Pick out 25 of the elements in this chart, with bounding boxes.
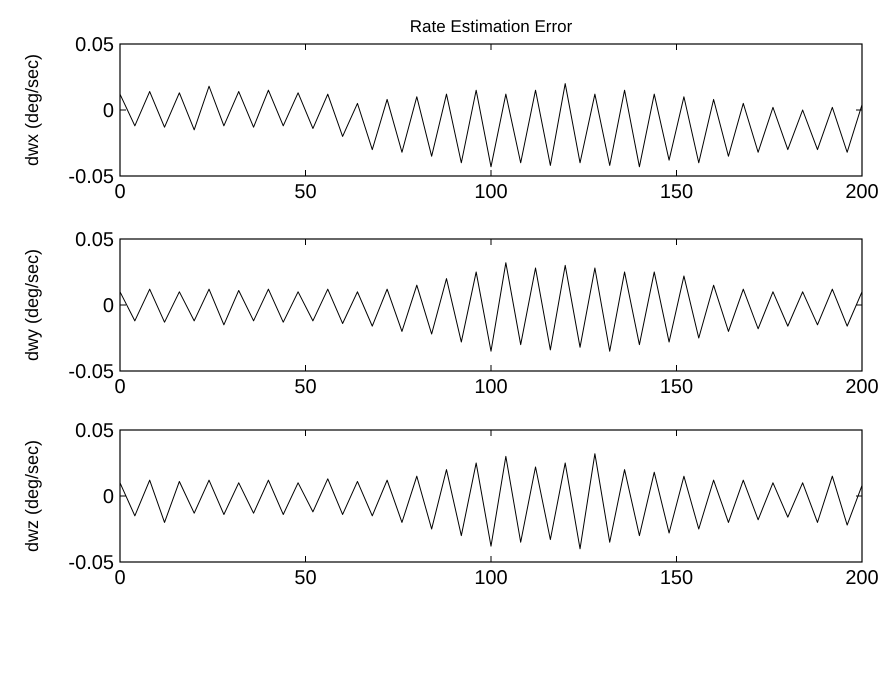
x-tick-label: 100 — [474, 181, 508, 203]
y-axis-title: dwy (deg/sec) — [22, 248, 42, 362]
y-tick-label: -0.05 — [68, 552, 114, 574]
x-tick-label: 100 — [474, 567, 508, 589]
y-tick-label: -0.05 — [68, 166, 114, 188]
chart-title: Rate Estimation Error — [410, 17, 573, 36]
x-tick-label: 50 — [294, 181, 317, 203]
x-tick-label: 150 — [660, 181, 694, 203]
x-tick-label: 200 — [845, 376, 879, 398]
y-axis-title: dwz (deg/sec) — [22, 440, 42, 552]
y-tick-label: 0.05 — [75, 229, 114, 251]
x-tick-label: 200 — [845, 181, 879, 203]
x-tick-label: 100 — [474, 376, 508, 398]
y-tick-label: 0 — [102, 486, 114, 508]
y-tick-label: 0 — [102, 295, 114, 317]
y-tick-label: 0.05 — [75, 34, 114, 56]
x-tick-label: 150 — [660, 567, 694, 589]
x-tick-label: 50 — [294, 567, 317, 589]
y-tick-label: 0 — [102, 100, 114, 122]
y-axis-title: dwx (deg/sec) — [22, 54, 42, 166]
x-tick-label: 200 — [845, 567, 879, 589]
x-tick-label: 150 — [660, 376, 694, 398]
y-tick-label: 0.05 — [75, 420, 114, 442]
y-tick-label: -0.05 — [68, 361, 114, 383]
x-tick-label: 50 — [294, 376, 317, 398]
